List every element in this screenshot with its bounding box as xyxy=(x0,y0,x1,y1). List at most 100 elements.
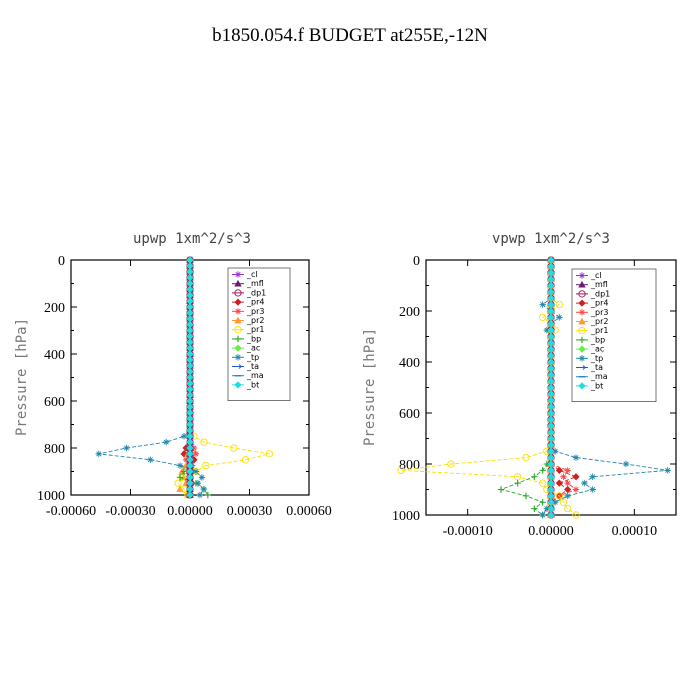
legend-marker xyxy=(234,335,242,343)
data-point xyxy=(589,486,596,493)
legend-marker xyxy=(578,280,586,288)
data-point xyxy=(622,460,630,468)
y-tick-label: 600 xyxy=(44,395,65,410)
data-point xyxy=(192,450,200,458)
legend-label: _tp xyxy=(590,354,603,363)
data-point xyxy=(547,511,555,519)
legend-label: _bp xyxy=(590,335,605,344)
x-tick-label: -0.00060 xyxy=(46,504,96,519)
data-point xyxy=(180,433,188,440)
legend-marker xyxy=(578,355,586,362)
legend: _cl_mfl_dp1_pr4_pr3_pr2_pr1_bp_ac_tp_ta_… xyxy=(571,268,657,403)
legend-label: _pr2 xyxy=(246,316,264,325)
legend-label: _pr4 xyxy=(590,299,608,308)
legend-label: _ac xyxy=(246,344,260,353)
data-point xyxy=(543,326,551,334)
chart-title: upwp 1xm^2/s^3 xyxy=(133,231,251,247)
y-tick-label: 400 xyxy=(44,348,65,363)
data-point xyxy=(192,468,200,475)
data-point xyxy=(265,450,273,458)
data-point xyxy=(174,479,182,487)
legend-label: _dp1 xyxy=(246,288,266,297)
data-point xyxy=(447,460,455,468)
data-point xyxy=(560,473,567,480)
data-point xyxy=(539,479,547,487)
data-point xyxy=(564,479,571,487)
data-point xyxy=(522,453,530,462)
data-point xyxy=(180,468,188,475)
data-point xyxy=(572,473,580,481)
data-point xyxy=(539,467,546,474)
y-tick-label: 0 xyxy=(413,254,420,269)
data-point xyxy=(196,491,204,499)
y-tick-label: 0 xyxy=(58,254,65,269)
legend-marker xyxy=(234,298,242,306)
data-point xyxy=(95,450,102,458)
legend-marker xyxy=(234,316,242,324)
data-point xyxy=(182,456,190,463)
data-point xyxy=(531,473,538,480)
data-point xyxy=(555,466,563,474)
legend-marker xyxy=(578,272,586,279)
data-point xyxy=(555,479,563,487)
data-point xyxy=(539,511,546,519)
chart-title: vpwp 1xm^2/s^3 xyxy=(492,231,610,247)
data-point xyxy=(564,467,571,474)
data-point xyxy=(241,456,250,464)
data-point xyxy=(556,314,563,321)
y-tick-label: 600 xyxy=(399,407,420,422)
data-point xyxy=(190,444,198,452)
series-line xyxy=(499,260,552,516)
legend-label: _ma xyxy=(590,372,608,381)
data-point xyxy=(589,473,596,480)
x-tick-label: -0.00010 xyxy=(443,524,493,539)
data-point xyxy=(497,486,505,493)
data-point xyxy=(194,480,202,487)
y-axis-label: Pressure [hPa] xyxy=(14,318,30,436)
data-point xyxy=(123,444,130,452)
legend-marker xyxy=(578,299,586,307)
legend-marker xyxy=(234,326,242,334)
data-point xyxy=(200,438,208,446)
legend-marker xyxy=(578,365,586,370)
legend-marker xyxy=(234,381,242,389)
data-point xyxy=(186,491,194,499)
data-point xyxy=(551,499,559,506)
series-bp xyxy=(497,256,555,519)
data-point xyxy=(564,504,572,513)
x-tick-label: 0.00000 xyxy=(528,524,574,539)
data-point xyxy=(551,448,559,455)
legend-label: _cl xyxy=(246,270,258,279)
series-bt xyxy=(186,256,194,499)
data-point xyxy=(522,492,530,500)
data-point xyxy=(572,454,580,461)
data-point xyxy=(229,444,238,452)
legend-label: _bt xyxy=(246,380,259,389)
legend-marker xyxy=(578,290,586,298)
x-tick-label: 0.00000 xyxy=(167,504,213,519)
legend-marker xyxy=(578,317,586,325)
y-tick-label: 200 xyxy=(44,301,65,316)
data-point xyxy=(147,456,154,463)
legend-label: _ta xyxy=(590,363,603,372)
legend-label: _pr2 xyxy=(590,317,608,326)
y-tick-label: 400 xyxy=(399,356,420,371)
legend-box xyxy=(571,268,657,403)
x-tick-label: -0.00030 xyxy=(105,504,155,519)
y-tick-label: 1000 xyxy=(392,509,420,524)
data-point xyxy=(664,467,671,474)
data-point xyxy=(204,491,212,499)
legend-marker xyxy=(578,327,586,335)
legend-label: _pr4 xyxy=(246,298,264,307)
data-point xyxy=(176,485,184,492)
legend-marker xyxy=(578,309,586,316)
legend-marker xyxy=(234,308,242,315)
legend-marker xyxy=(578,382,586,390)
data-point xyxy=(531,505,538,512)
legend-marker xyxy=(234,354,242,361)
chart-upwp: upwp 1xm^2/s^3 Pressure [hPa] 0 200 400 600… xyxy=(14,231,332,519)
data-point xyxy=(543,505,551,512)
figure-title: b1850.054.f BUDGET at255E,-12N xyxy=(212,25,488,46)
y-tick-label: 200 xyxy=(399,305,420,320)
chart-vpwp: vpwp 1xm^2/s^3 Pressure [hPa] 0 200 400 600… xyxy=(362,231,677,539)
